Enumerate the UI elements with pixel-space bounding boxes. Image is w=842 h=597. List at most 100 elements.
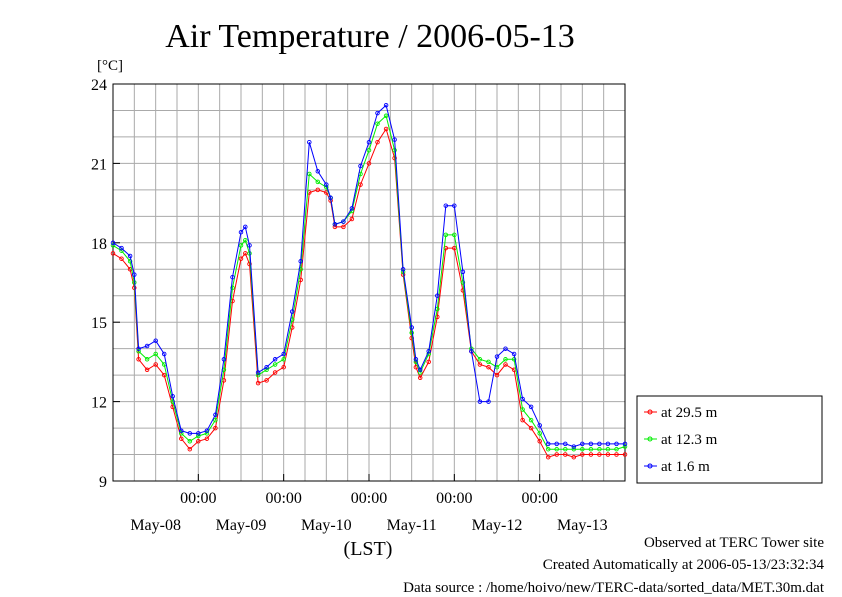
- data-point: [622, 444, 628, 449]
- legend-swatch-marker: [647, 409, 653, 415]
- data-point: [580, 441, 585, 447]
- data-point: [571, 446, 577, 452]
- data-point: [213, 425, 218, 431]
- x-date-label: May-09: [216, 517, 267, 534]
- data-point: [324, 182, 329, 187]
- data-point: [413, 357, 419, 362]
- data-point: [477, 357, 483, 362]
- y-tick-label: 24: [91, 77, 107, 94]
- data-point: [127, 253, 133, 259]
- data-point: [255, 380, 261, 386]
- data-point: [187, 431, 193, 436]
- data-point: [119, 256, 124, 261]
- data-point: [452, 232, 457, 238]
- legend-label: at 12.3 m: [661, 432, 718, 448]
- data-point: [554, 446, 559, 452]
- legend: at 29.5 m at 12.3 m at 1.6 m: [636, 395, 823, 484]
- data-point: [622, 452, 628, 457]
- data-point: [452, 245, 457, 251]
- data-point: [383, 126, 389, 132]
- x-axis-label: (LST): [344, 538, 393, 560]
- legend-label: at 29.5 m: [661, 405, 718, 421]
- data-point: [383, 113, 389, 119]
- data-point: [144, 367, 150, 373]
- data-point: [187, 439, 193, 444]
- data-point: [622, 441, 628, 447]
- data-point: [554, 441, 559, 447]
- data-point: [375, 110, 380, 116]
- data-point: [417, 367, 423, 373]
- data-point: [315, 179, 321, 185]
- footer-data-source: Data source : /home/hoivo/new/TERC-data/…: [403, 580, 824, 596]
- data-point: [597, 446, 602, 452]
- data-point: [563, 452, 568, 457]
- data-point: [110, 240, 116, 246]
- data-point: [537, 431, 542, 436]
- data-point: [563, 446, 568, 452]
- legend-box: [636, 395, 823, 484]
- y-tick-label: 9: [99, 474, 107, 491]
- data-point: [136, 349, 141, 354]
- data-point: [341, 219, 346, 224]
- data-point: [520, 396, 525, 402]
- data-point: [179, 436, 184, 441]
- data-point: [358, 182, 363, 187]
- data-point: [375, 121, 380, 126]
- data-point: [349, 206, 355, 211]
- y-axis-label: [°C]: [97, 58, 123, 74]
- data-point: [264, 378, 269, 383]
- data-point: [520, 417, 525, 423]
- data-point: [383, 102, 389, 108]
- data-point: [187, 446, 193, 452]
- data-point: [588, 446, 594, 452]
- data-point: [580, 452, 585, 457]
- data-point: [264, 367, 269, 373]
- data-point: [272, 370, 278, 375]
- data-point: [272, 362, 278, 367]
- data-point: [545, 441, 551, 447]
- data-point: [298, 259, 303, 264]
- data-point: [605, 446, 611, 452]
- x-tick-label: 00:00: [521, 490, 557, 507]
- y-tick-label: 18: [91, 236, 107, 253]
- data-point: [520, 407, 525, 412]
- data-point: [315, 169, 321, 174]
- data-point: [119, 248, 124, 253]
- data-point: [161, 372, 167, 378]
- data-point: [486, 364, 491, 370]
- data-point: [426, 349, 431, 354]
- x-date-label: May-08: [130, 517, 181, 534]
- data-point: [503, 362, 508, 367]
- data-point: [230, 274, 235, 280]
- data-point: [400, 267, 406, 272]
- data-point: [153, 362, 158, 367]
- data-point: [580, 446, 585, 452]
- data-point: [179, 431, 184, 436]
- data-point: [503, 346, 508, 351]
- data-point: [281, 357, 286, 362]
- data-point: [132, 272, 137, 277]
- data-point: [528, 404, 534, 410]
- data-point: [127, 259, 133, 264]
- data-point: [238, 256, 244, 261]
- data-point: [486, 399, 491, 404]
- x-tick-label: 00:00: [265, 490, 301, 507]
- x-date-label: May-10: [301, 517, 352, 534]
- data-point: [392, 147, 397, 153]
- data-point: [366, 147, 372, 153]
- y-tick-label: 21: [91, 156, 107, 173]
- data-point: [243, 237, 248, 243]
- data-point: [243, 251, 248, 256]
- data-point: [537, 439, 542, 444]
- data-point: [247, 243, 252, 248]
- x-tick-label: 00:00: [351, 490, 387, 507]
- data-point: [588, 452, 594, 457]
- data-point: [196, 439, 201, 444]
- data-point: [119, 245, 124, 251]
- data-point: [486, 359, 491, 365]
- y-tick-label: 15: [91, 315, 107, 332]
- data-point: [238, 229, 244, 235]
- data-point: [426, 359, 431, 365]
- data-point: [366, 139, 372, 145]
- data-point: [460, 269, 466, 275]
